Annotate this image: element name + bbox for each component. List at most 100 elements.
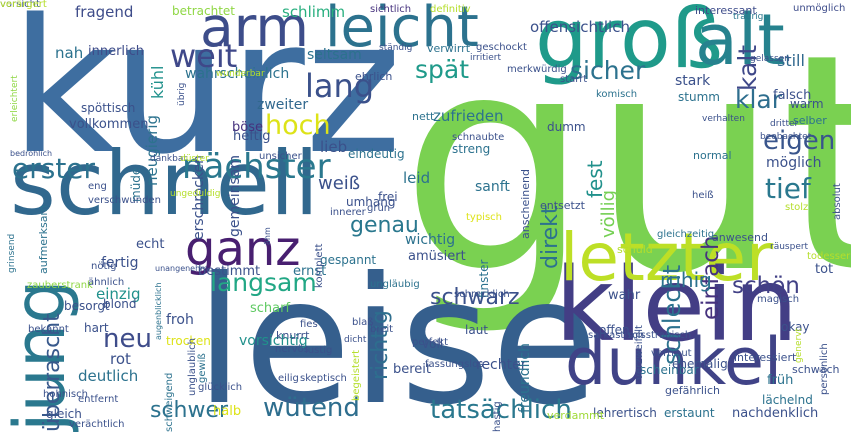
word-streng: streng — [452, 142, 491, 156]
word-eigen: eigen — [763, 126, 836, 156]
word-ruhig: ruhig — [660, 268, 712, 292]
word-nötig: nötig — [91, 261, 117, 272]
word-direkt: direkt — [538, 205, 563, 269]
word-glücklich: glücklich — [198, 382, 243, 393]
word-beobachtet: beobachtet — [760, 132, 812, 142]
word-bekannt: bekannt — [28, 324, 69, 335]
word-groß: groß — [535, 0, 724, 87]
word-ernst: ernst — [293, 264, 327, 279]
word-nächster: nächster — [182, 147, 331, 187]
word-neu: neu — [103, 324, 152, 354]
word-kurz: kurz — [10, 0, 402, 195]
word-fertig: fertig — [101, 255, 139, 271]
word-seltsam: seltsam — [307, 47, 362, 63]
word-komplett: komplett — [314, 243, 325, 288]
word-weiß: weiß — [318, 173, 361, 194]
word-gleich: gleich — [46, 407, 82, 421]
word-fragend: fragend — [75, 3, 134, 21]
word-freundlich: freundlich — [517, 343, 533, 413]
word-leise: leise — [195, 241, 599, 432]
word-zweiter: zweiter — [257, 97, 309, 113]
word-alt: alt — [695, 0, 785, 81]
word-interessant: interessant — [695, 4, 757, 17]
word-scheinbar: scheinbar — [640, 363, 699, 377]
word-vollkommen: vollkommen — [69, 117, 149, 132]
word-grün: grün — [367, 203, 391, 214]
word-falsch: falsch — [773, 88, 812, 103]
word-genervt: genervt — [794, 327, 804, 363]
word-bedrohlich: bedrohlich — [10, 149, 53, 158]
word-räuspert: räuspert — [770, 242, 809, 252]
word-eng: eng — [88, 181, 107, 192]
word-halb: halb — [213, 404, 242, 419]
word-unglaublich: unglaublich — [187, 337, 198, 396]
word-froh: froh — [166, 312, 194, 328]
word-verächtlich: verächtlich — [69, 419, 125, 430]
word-ungeduldig: ungeduldig — [170, 189, 221, 199]
word-schlimm: schlimm — [282, 3, 346, 21]
word-klein: klein — [555, 246, 799, 365]
word-innerlich: innerlich — [88, 44, 145, 59]
word-gleichzeitig: gleichzeitig — [657, 229, 715, 240]
word-arm: arm — [200, 0, 309, 59]
word-unsicher: unsicher — [259, 151, 302, 162]
word-voll: voll — [422, 337, 444, 351]
word-leid: leid — [403, 169, 431, 187]
word-ungläubig: ungläubig — [370, 279, 420, 290]
word-schuld: schuld — [617, 243, 653, 256]
word-umhang: umhang — [346, 195, 396, 209]
word-hastig: hastig — [492, 401, 503, 432]
word-offensichtlich: offensichtlich — [530, 18, 630, 36]
word-interessiert: interessiert — [734, 351, 797, 364]
word-besorgt: besorgt — [64, 299, 110, 313]
word-düster: düster — [180, 154, 209, 164]
word-gemeinsam: gemeinsam — [227, 154, 243, 237]
word-heftig: heftig — [233, 129, 271, 144]
word-innerer: innerer — [330, 207, 366, 218]
word-böse: böse — [232, 120, 263, 135]
word-starrt: starrt — [560, 74, 588, 85]
word-rot: rot — [110, 350, 131, 368]
word-langsam: langsam — [210, 268, 317, 297]
word-heiß: heiß — [692, 190, 714, 201]
word-sarkastisch: sarkastisch — [588, 330, 645, 341]
word-vorsichtig: vorsichtig — [239, 333, 308, 349]
word-schrecklich: schrecklich — [454, 289, 510, 300]
word-verdammt: verdammt — [547, 409, 605, 422]
word-wahr: wahr — [608, 288, 641, 303]
word-zufrieden: zufrieden — [433, 107, 504, 125]
word-sanft: sanft — [475, 179, 510, 195]
word-stark: stark — [675, 73, 711, 89]
word-schön: schön — [732, 273, 800, 299]
word-schweigend: schweigend — [164, 372, 175, 432]
word-stolz: stolz — [785, 202, 809, 213]
word-skeptisch: skeptisch — [300, 373, 347, 384]
word-lustig: lustig — [305, 345, 333, 356]
word-spöttisch: spöttisch — [81, 101, 136, 115]
word-fassungslos: fassungslos — [425, 359, 484, 370]
word-eindeutig: eindeutig — [348, 147, 405, 161]
word-möglich: möglich — [766, 155, 822, 171]
word-grinsend: grinsend — [7, 233, 17, 273]
word-schwer: schwer — [150, 398, 229, 423]
word-todesser: todesser — [807, 251, 851, 262]
word-still: still — [777, 51, 805, 70]
word-dunkel: dunkel — [565, 325, 783, 400]
word-schwarz: schwarz — [430, 285, 520, 310]
word-übrig: übrig — [177, 82, 187, 106]
word-typisch: typisch — [466, 212, 503, 223]
word-gewiß: gewiß — [197, 353, 208, 383]
word-trocken: trocken — [166, 334, 211, 348]
word-tief: tief — [765, 172, 811, 205]
word-lieb: lieb — [320, 138, 348, 156]
word-scharf: scharf — [250, 301, 291, 316]
word-persönlich: persönlich — [819, 343, 830, 395]
word-erstaunt: erstaunt — [664, 406, 715, 420]
word-ehemalig: ehemalig — [672, 357, 728, 371]
word-ehrlich: ehrlich — [355, 70, 393, 83]
word-völlig: völlig — [598, 189, 619, 238]
word-lang: lang — [305, 67, 375, 105]
word-magisch: magisch — [757, 294, 800, 305]
word-kühl: kühl — [148, 65, 167, 100]
